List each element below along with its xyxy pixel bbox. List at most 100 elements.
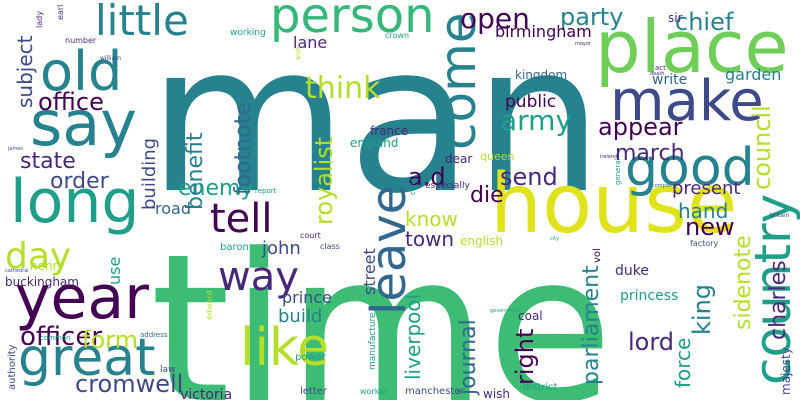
word-enemy: enemy (178, 176, 253, 201)
word-old: old (40, 40, 122, 103)
word-officer: officer (20, 322, 102, 352)
word-benefit: benefit (183, 132, 208, 210)
word-princess: princess (620, 288, 678, 304)
word-journal: journal (456, 319, 481, 396)
word-man: man (148, 1, 603, 239)
word-send: send (500, 163, 558, 191)
word-a-d: a.d (408, 163, 446, 191)
word-authority: authority (7, 344, 18, 390)
word-say: say (30, 87, 137, 160)
word-like: like (240, 318, 329, 378)
word-know: know (405, 207, 458, 231)
word-town: town (405, 227, 454, 251)
word-write: write (652, 72, 687, 88)
word-death: death (650, 71, 664, 77)
word-wish: wish (483, 387, 510, 400)
word-vol: vol (592, 248, 603, 263)
word-earl: earl (56, 5, 65, 20)
word-france: france (370, 124, 408, 138)
word-crown: crown (385, 31, 409, 40)
word-factory: factory (690, 239, 718, 248)
word-appear: appear (598, 113, 683, 141)
word-royalist: royalist (310, 137, 338, 225)
word-long: long (10, 167, 140, 237)
word-great: great (18, 328, 156, 388)
word-country: country (744, 194, 800, 385)
word-english: english (460, 234, 503, 248)
word-present: present (672, 178, 740, 199)
word-form: form (82, 326, 138, 354)
word-open: open (460, 2, 530, 35)
word-sir: sir (668, 11, 683, 25)
word-working: working (230, 28, 266, 38)
word-city: city (550, 236, 559, 242)
word-road: road (155, 199, 191, 218)
word-lord: lord (628, 328, 674, 356)
word-house: house (490, 157, 737, 252)
word-ireland: ireland (600, 154, 617, 160)
word-general: general (614, 158, 622, 185)
word-address: address (140, 331, 168, 339)
word-force: force (671, 338, 695, 388)
word-little: little (95, 0, 189, 45)
word-building: building (139, 138, 160, 210)
word-council: council (748, 105, 776, 190)
word-new: new (685, 213, 735, 241)
word-garden: garden (725, 65, 781, 84)
word-letter: letter (300, 386, 328, 397)
word-tell: tell (210, 196, 273, 242)
word-victoria: victoria (180, 387, 232, 400)
word-power: power (295, 352, 327, 363)
word-common: common (40, 334, 71, 342)
word-queen: queen (480, 150, 514, 163)
word-liverpool: liverpool (401, 294, 425, 380)
word-cromwell: cromwell (75, 370, 183, 398)
word-report: report (255, 187, 277, 195)
word-john: john (261, 238, 301, 259)
word-law: law (160, 365, 175, 375)
word-act: act (655, 64, 666, 72)
word-use: use (105, 257, 124, 285)
word-street: street (360, 248, 379, 295)
word-die: die (470, 183, 504, 208)
word-good: good (625, 138, 755, 198)
word-cathedral: cathedral (5, 268, 29, 274)
word-birmingham: birmingham (495, 22, 592, 41)
word-day: day (5, 236, 71, 277)
word-especially: especially (425, 181, 470, 191)
word-person: person (270, 0, 435, 44)
word-child: child (409, 178, 417, 195)
word-edward: edward (205, 290, 214, 320)
word-build: build (278, 306, 322, 327)
word-party: party (560, 3, 623, 31)
word-dear: dear (445, 152, 472, 166)
word-subject: subject (13, 35, 37, 108)
word-number: number (65, 36, 97, 45)
word-year: year (15, 263, 149, 333)
word-sidenote: sidenote (731, 235, 756, 330)
word-king: king (688, 284, 716, 335)
word-parliament: parliament (579, 265, 604, 385)
word-government: government (490, 308, 521, 314)
word-think: think (305, 71, 381, 106)
word-lane: lane (293, 33, 327, 52)
word-mayor: mayor (575, 41, 592, 47)
word-public: public (505, 92, 556, 112)
word-kingdom: kingdom (515, 68, 567, 82)
word-baron: baron (220, 242, 249, 253)
word-coal: coal (518, 309, 543, 323)
word-class: class (320, 242, 340, 251)
word-state: state (20, 149, 76, 174)
word-lady: lady (35, 11, 44, 28)
word-chief: chief (675, 8, 734, 36)
word-manufacture: manufacture (368, 312, 378, 370)
word-hand: hand (678, 199, 728, 223)
word-right: right (511, 329, 539, 385)
word-william: william (100, 55, 121, 62)
word-make: make (610, 69, 764, 134)
word-england: england (350, 136, 399, 150)
word-majesty: majesty (779, 347, 793, 395)
word-leave: leave (361, 185, 417, 315)
